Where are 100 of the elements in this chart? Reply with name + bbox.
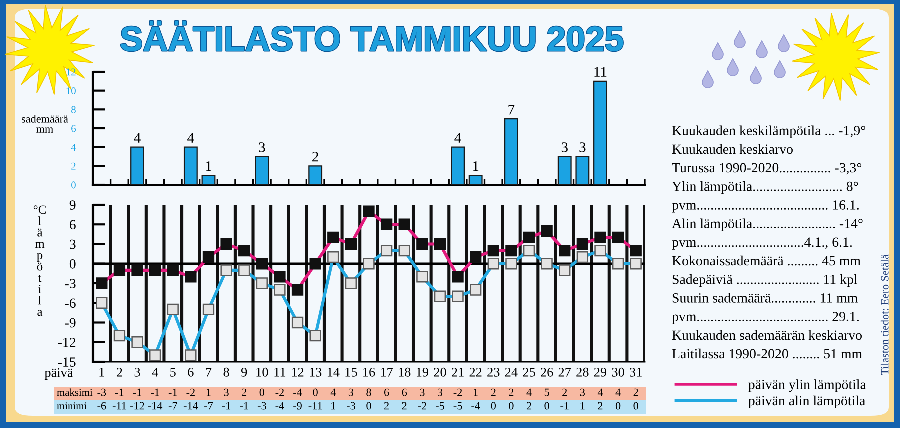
bar xyxy=(451,146,465,185)
text: Suurin sademäärä............. 11 mm xyxy=(672,293,858,303)
data-label: -3 xyxy=(98,388,106,396)
text: Turussa 1990-2020............... -3,3° xyxy=(672,163,862,175)
data-label: 3 xyxy=(224,388,229,396)
data-label: -1 xyxy=(133,388,142,396)
legend-label: päivän ylin lämpötila xyxy=(748,380,866,392)
data-label: -4 xyxy=(276,402,284,410)
data-label: 0 xyxy=(634,402,638,410)
data-label: -1 xyxy=(240,402,248,410)
data-label: -4 xyxy=(472,402,480,410)
text: pvm...............................4.1., 6.1. xyxy=(672,238,852,250)
data-label: 2 xyxy=(384,402,389,410)
text: pvm...................................... 29.1. xyxy=(672,312,859,324)
x-tick-label: 8 xyxy=(224,368,230,377)
bar xyxy=(202,175,216,185)
data-label: 1 xyxy=(473,161,479,172)
x-tick-label: 9 xyxy=(241,368,248,377)
x-tick-label: 23 xyxy=(488,368,500,377)
data-label: 2 xyxy=(598,402,603,410)
data-label: 2 xyxy=(509,388,514,396)
data-label: 7 xyxy=(508,105,515,115)
y-tick-label: 9 xyxy=(70,200,76,210)
x-tick-label: 5 xyxy=(170,368,176,377)
data-label: -2 xyxy=(454,388,462,396)
y-tick-label: -3 xyxy=(65,279,76,288)
y-tick-label: 6 xyxy=(70,220,76,230)
y-tick-label: 0 xyxy=(70,259,76,269)
text: maksimi xyxy=(57,388,93,396)
y-tick-label: -15 xyxy=(58,358,76,367)
data-label: 3 xyxy=(562,142,568,152)
bar xyxy=(558,156,572,185)
data-label: 0 xyxy=(616,402,621,410)
data-label: 2 xyxy=(402,402,407,410)
x-tick-label: 16 xyxy=(364,368,376,377)
data-label: -14 xyxy=(184,402,198,410)
x-tick-label: 18 xyxy=(399,368,411,377)
data-label: 3 xyxy=(259,142,266,152)
x-tick-label: 15 xyxy=(346,368,358,377)
x-tick-label: 13 xyxy=(310,368,322,377)
x-tick-label: 20 xyxy=(434,368,446,377)
data-label: 0 xyxy=(313,388,318,396)
data-label: -1 xyxy=(222,402,231,410)
data-label: -7 xyxy=(204,402,214,410)
data-label: 2 xyxy=(634,388,638,396)
chart-title: SÄÄTILASTO TAMMIKUU 2025 xyxy=(120,21,624,52)
x-tick-label: 17 xyxy=(381,368,394,377)
bar xyxy=(130,146,144,185)
text: Sadepäiviä ........................ 11 kpl xyxy=(672,274,858,288)
data-label: -11 xyxy=(112,402,126,410)
data-label: 1 xyxy=(580,402,585,410)
data-label: 4 xyxy=(454,133,462,143)
data-label: 1 xyxy=(474,388,478,396)
data-label: 11 xyxy=(594,67,607,77)
y-tick-label: 3 xyxy=(70,240,76,250)
data-label: 4 xyxy=(188,133,194,143)
data-label: 1 xyxy=(332,402,336,410)
y-tick-label: -9 xyxy=(65,318,76,328)
text: Ylin lämpötila.......................... 8° xyxy=(672,182,858,194)
data-label: 4 xyxy=(598,388,604,396)
data-label: 0 xyxy=(366,402,372,410)
data-label: 2 xyxy=(562,388,568,396)
text: minimi xyxy=(57,402,87,410)
text: Tilaston tiedot: Eero Setälä xyxy=(880,254,889,376)
data-label: 3 xyxy=(348,388,354,396)
data-label: 0 xyxy=(260,388,265,396)
data-label: 3 xyxy=(580,142,586,152)
data-label: 6 xyxy=(402,388,408,396)
data-label: -9 xyxy=(294,402,302,410)
x-tick-label: 19 xyxy=(416,368,428,377)
text: Kokonaissademäärä ......... 45 mm xyxy=(672,256,861,266)
data-label: -1 xyxy=(168,388,178,396)
data-label: 2 xyxy=(526,402,532,410)
y-tick-label: 2 xyxy=(72,162,76,170)
x-tick-label: 4 xyxy=(152,368,158,377)
x-tick-label: 24 xyxy=(505,368,518,377)
x-tick-label: 1 xyxy=(100,368,104,377)
x-axis-title: päivä xyxy=(44,368,74,380)
text: Laitilassa 1990-2020 ........ 51 mm xyxy=(672,348,862,359)
x-tick-label: 12 xyxy=(292,368,304,377)
data-label: -1 xyxy=(115,388,124,396)
data-label: -1 xyxy=(151,388,160,396)
text: Kuukauden keskiarvo xyxy=(672,144,793,154)
x-tick-label: 10 xyxy=(256,368,268,377)
x-tick-label: 11 xyxy=(274,368,286,377)
data-label: 4 xyxy=(616,388,621,396)
y-tick-label: 6 xyxy=(72,125,76,132)
text: °C lämpötila xyxy=(34,206,46,316)
bar xyxy=(504,118,518,185)
text: pvm...................................... 16.1. xyxy=(672,200,859,213)
data-label: 2 xyxy=(491,388,496,396)
text: Alin lämpötila........................ -14° xyxy=(672,218,863,232)
x-tick-label: 2 xyxy=(116,368,122,377)
data-label: 5 xyxy=(544,388,550,396)
data-label: 0 xyxy=(491,402,496,410)
data-label: -2 xyxy=(276,388,284,396)
y-tick-label: 0 xyxy=(72,182,76,189)
data-label: -2 xyxy=(186,388,195,396)
x-tick-label: 29 xyxy=(594,368,607,377)
data-label: -1 xyxy=(560,402,569,410)
